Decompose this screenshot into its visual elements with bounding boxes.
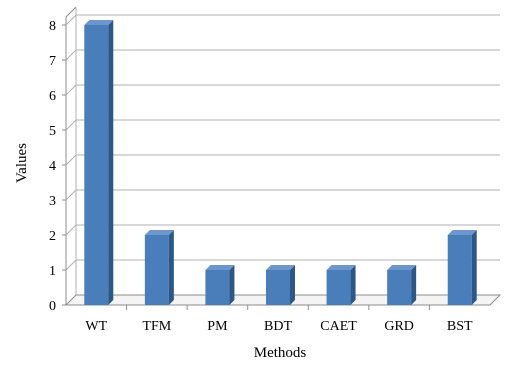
bar-front [84, 25, 109, 305]
gridline [65, 154, 500, 166]
bar-side [229, 265, 235, 305]
bar-top [266, 265, 295, 270]
y-tick-label: 5 [49, 124, 56, 139]
x-tick-label: TFM [142, 319, 171, 334]
bar-top [205, 265, 235, 270]
bar-side [411, 265, 417, 305]
y-tick-label: 2 [49, 229, 56, 244]
bar-side [290, 265, 295, 305]
x-tick-label: PM [207, 319, 228, 334]
x-axis-title: Methods [254, 345, 307, 361]
bar-side [471, 230, 477, 305]
bar-top [144, 230, 174, 235]
bar-side [168, 230, 174, 305]
bar-grd [387, 265, 417, 305]
x-tick-label: GRD [384, 319, 414, 334]
x-tick-label: BDT [264, 319, 292, 334]
y-tick-label: 4 [49, 159, 56, 174]
bar-front [266, 270, 290, 305]
x-tick-label: CAET [320, 319, 357, 334]
bars [84, 20, 477, 305]
bar-top [326, 265, 356, 270]
bar-side [350, 265, 356, 305]
bar-bdt [266, 265, 295, 305]
bar-caet [326, 265, 356, 305]
y-tick-label: 3 [49, 194, 56, 209]
y-tick-label: 1 [49, 264, 56, 279]
x-tick-label: WT [85, 319, 107, 334]
y-tick-label: 7 [49, 54, 56, 69]
x-tick-label: BST [447, 319, 473, 334]
gridlines [62, 14, 500, 306]
y-tick-label: 8 [49, 19, 56, 34]
bar-front [447, 235, 472, 305]
bar-front [326, 270, 351, 305]
y-tick-label: 0 [49, 299, 56, 314]
bar-front [205, 270, 230, 305]
bar-bst [447, 230, 477, 305]
y-tick-labels: 0 1 2 3 4 5 6 7 8 [49, 19, 56, 314]
bar-front [387, 270, 412, 305]
gridline [65, 189, 500, 201]
bar-top [447, 230, 477, 235]
bar-top [387, 265, 417, 270]
y-axis-title: Values [14, 143, 30, 183]
gridline [65, 14, 500, 26]
y-tick-label: 6 [49, 89, 56, 104]
gridline [65, 84, 500, 96]
gridline [65, 49, 500, 61]
gridline [65, 259, 500, 271]
gridline [65, 119, 500, 131]
bar-pm [205, 265, 235, 305]
bar-tfm [144, 230, 174, 305]
gridline [65, 224, 500, 236]
bar-top [84, 20, 114, 25]
x-tick-labels: WT TFM PM BDT CAET GRD BST [85, 305, 473, 334]
bar-wt [84, 20, 114, 305]
bar-side [108, 20, 114, 305]
bar-front [144, 235, 169, 305]
